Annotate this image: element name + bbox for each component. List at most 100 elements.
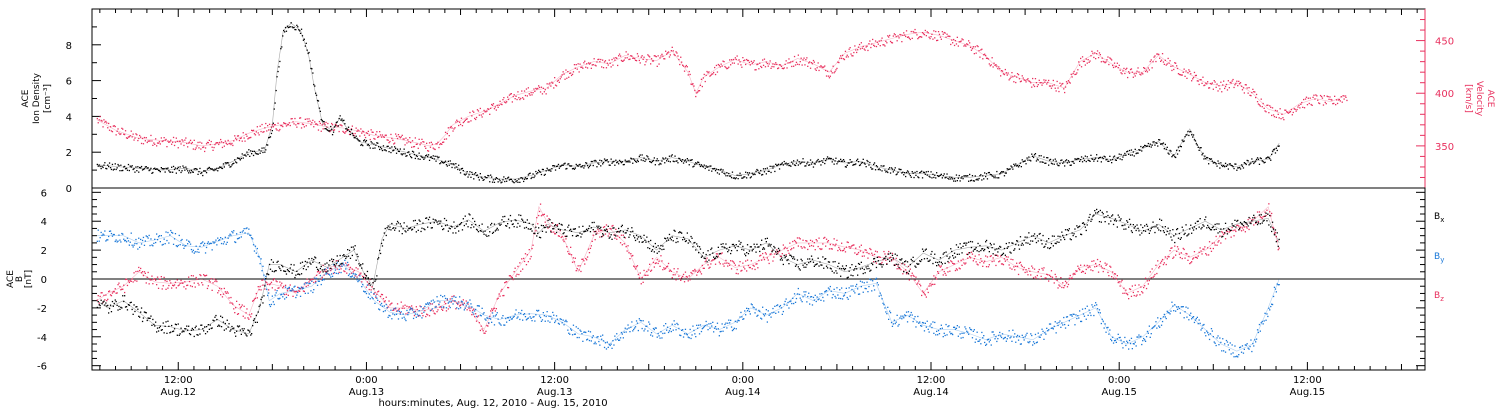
density-series-point <box>1097 161 1098 162</box>
bz-series-point <box>992 261 993 262</box>
velocity-series-point <box>1219 88 1220 89</box>
density-series-point <box>647 156 648 157</box>
density-series-point <box>722 172 723 173</box>
bz-series-point <box>663 267 664 268</box>
velocity-series-point <box>999 68 1000 69</box>
velocity-series-point <box>646 59 647 60</box>
velocity-series-point <box>673 50 674 51</box>
bz-series-point <box>729 265 730 266</box>
b-tick-label: -6 <box>37 362 47 373</box>
velocity-series-point <box>153 142 154 143</box>
density-series-point <box>1212 161 1213 162</box>
by-series-point <box>690 329 691 330</box>
density-series-point <box>249 156 250 157</box>
density-series-point <box>685 159 686 160</box>
by-series-point <box>512 318 513 319</box>
velocity-series-point <box>892 42 893 43</box>
velocity-series-point <box>531 94 532 95</box>
by-series-point <box>422 308 423 309</box>
bz-series-point <box>1053 279 1054 280</box>
by-series-point <box>846 288 847 289</box>
by-series-point <box>718 328 719 329</box>
by-series-point <box>587 339 588 340</box>
by-series-point <box>884 307 885 308</box>
velocity-series-point <box>1068 80 1069 81</box>
density-series-point <box>766 173 767 174</box>
bz-series-point <box>519 262 520 263</box>
velocity-series-point <box>804 64 805 65</box>
by-series-point <box>943 336 944 337</box>
by-series-point <box>840 298 841 299</box>
by-series-point <box>257 248 258 249</box>
density-series-point <box>474 173 475 174</box>
velocity-series-point <box>1184 69 1185 70</box>
velocity-series-point <box>896 36 897 37</box>
density-series-point <box>320 111 321 112</box>
velocity-series-point <box>531 92 532 93</box>
by-series-point <box>130 242 131 243</box>
bz-series-point <box>299 291 300 292</box>
by-series-point <box>976 339 977 340</box>
bz-series-point <box>605 233 606 234</box>
by-series-point <box>770 317 771 318</box>
velocity-series-point <box>858 47 859 48</box>
velocity-series-point <box>812 63 813 64</box>
by-series-point <box>119 240 120 241</box>
by-series-point <box>1013 337 1014 338</box>
bz-series-point <box>941 265 942 266</box>
density-series-point <box>574 169 575 170</box>
density-series-point <box>1279 145 1280 146</box>
bz-series-point <box>98 295 99 296</box>
bz-series-point <box>580 271 581 272</box>
velocity-series-point <box>212 150 213 151</box>
velocity-series-point <box>218 144 219 145</box>
velocity-series-point <box>163 140 164 141</box>
density-series-point <box>349 131 350 132</box>
density-series-point <box>913 177 914 178</box>
bz-series-point <box>635 268 636 269</box>
bz-series-point <box>436 311 437 312</box>
velocity-series-point <box>1160 61 1161 62</box>
velocity-series-point <box>410 142 411 143</box>
density-series-point <box>798 164 799 165</box>
density-series-point <box>1277 150 1278 151</box>
velocity-series-point <box>958 45 959 46</box>
by-series-point <box>804 294 805 295</box>
bz-series-point <box>592 241 593 242</box>
bz-series-point <box>829 248 830 249</box>
density-series-point <box>1220 162 1221 163</box>
bz-series-point <box>725 260 726 261</box>
bz-series-point <box>1216 245 1217 246</box>
density-series-point <box>486 177 487 178</box>
bz-series-point <box>1200 247 1201 248</box>
bz-series-point <box>572 262 573 263</box>
velocity-series-point <box>803 58 804 59</box>
velocity-series-point <box>1328 99 1329 100</box>
density-series-point <box>1078 158 1079 159</box>
by-series-point <box>332 276 333 277</box>
density-series-point <box>304 39 305 40</box>
bz-series-point <box>916 284 917 285</box>
by-series-point <box>781 307 782 308</box>
bz-series-point <box>933 275 934 276</box>
by-series-point <box>772 308 773 309</box>
density-series-point <box>797 160 798 161</box>
velocity-series-point <box>1217 90 1218 91</box>
velocity-series-point <box>1308 98 1309 99</box>
bz-series-point <box>1070 275 1071 276</box>
bz-series-point <box>115 288 116 289</box>
bz-series-point <box>1016 263 1017 264</box>
density-series-point <box>463 170 464 171</box>
bz-series-point <box>765 252 766 253</box>
by-series-point <box>831 291 832 292</box>
by-series-point <box>167 232 168 233</box>
bz-series-point <box>1099 264 1100 265</box>
density-series-point <box>767 168 768 169</box>
by-series-point <box>628 327 629 328</box>
bz-series-point <box>233 308 234 309</box>
density-series-point <box>809 164 810 165</box>
bz-series-point <box>451 296 452 297</box>
velocity-series-point <box>431 142 432 143</box>
bz-series-point <box>515 268 516 269</box>
density-series-point <box>311 68 312 69</box>
